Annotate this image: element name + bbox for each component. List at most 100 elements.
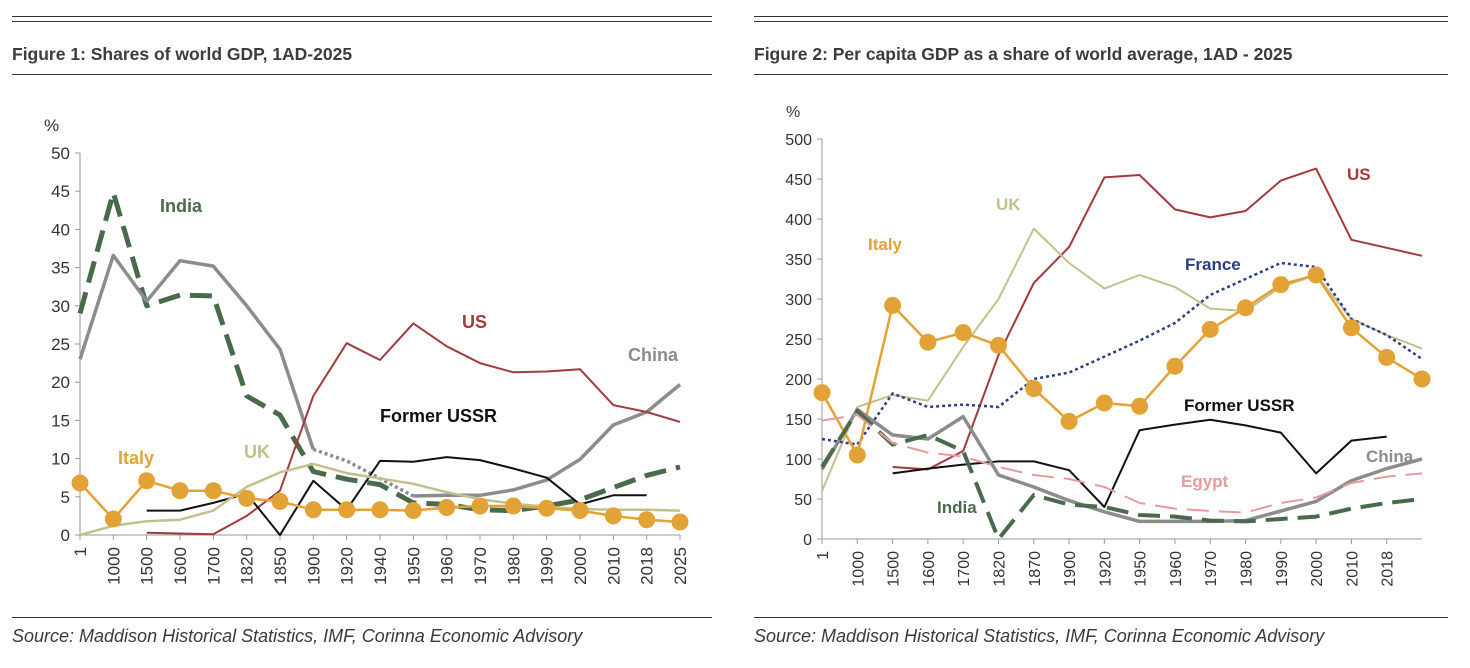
- data-point-italy: [304, 501, 322, 519]
- y-tick-label: 500: [785, 132, 812, 149]
- x-tick-label: 2018: [638, 547, 657, 585]
- y-tick-label: 15: [51, 411, 70, 430]
- y-tick-label: 300: [785, 292, 812, 309]
- data-point-italy: [813, 384, 831, 402]
- x-tick-label: 2010: [604, 547, 623, 585]
- data-point-italy: [571, 502, 589, 520]
- data-point-italy: [1166, 357, 1184, 375]
- y-tick-label: 400: [785, 212, 812, 229]
- data-point-italy: [1095, 394, 1113, 412]
- x-tick-label: 1: [71, 547, 90, 556]
- data-point-italy: [338, 501, 356, 519]
- figure-2-panel: Figure 2: Per capita GDP as a share of w…: [754, 0, 1448, 668]
- x-tick-label: 2010: [1344, 551, 1361, 587]
- data-point-italy: [438, 498, 456, 516]
- series-line-india: [820, 409, 1423, 541]
- series-line-uk: [79, 462, 681, 537]
- series-label-china: China: [628, 345, 679, 365]
- figure-2-chart: 0 50 100 150 200 250 300 350 400 450 500% 1 1000 1500…: [785, 104, 1431, 587]
- y-tick-label: 50: [794, 492, 812, 509]
- data-point-italy: [138, 472, 156, 490]
- series-line-france: [821, 261, 1423, 446]
- data-point-italy: [104, 510, 122, 528]
- series-line-china-interpolated-: [312, 447, 415, 498]
- data-point-italy: [171, 482, 189, 500]
- x-tick-label: 1500: [138, 547, 157, 585]
- data-point-italy: [71, 474, 89, 492]
- y-tick-label: 100: [785, 452, 812, 469]
- series-line-egypt: [821, 414, 1423, 514]
- title-rule: [754, 74, 1448, 75]
- data-point-italy: [271, 492, 289, 510]
- series-line-former-ussr: [892, 418, 1387, 508]
- y-tick-label: 200: [785, 372, 812, 389]
- series-line-india: [77, 190, 681, 514]
- data-point-italy: [471, 497, 489, 515]
- top-rule: [12, 21, 712, 22]
- top-rule: [12, 16, 712, 17]
- y-tick-label: 10: [51, 450, 70, 469]
- series-label-italy: Italy: [868, 235, 903, 254]
- series-label-former-ussr: Former USSR: [380, 406, 497, 426]
- data-point-italy: [954, 324, 972, 342]
- figure-2-source: Source: Maddison Historical Statistics, …: [754, 626, 1325, 646]
- x-tick-label: 1820: [238, 547, 257, 585]
- x-tick-label: 1960: [1168, 551, 1185, 587]
- series-label-italy: Italy: [118, 448, 154, 468]
- x-tick-label: 2018: [1380, 551, 1397, 587]
- x-tick-label: 1850: [271, 547, 290, 585]
- series-label-uk: UK: [996, 195, 1021, 214]
- x-tick-label: 1600: [171, 547, 190, 585]
- y-tick-label: 45: [51, 182, 70, 201]
- data-point-italy: [1025, 380, 1043, 398]
- x-tick-label: 1870: [1027, 551, 1044, 587]
- x-tick-label: 1940: [371, 547, 390, 585]
- series-label-uk: UK: [244, 442, 270, 462]
- y-tick-label: 25: [51, 335, 70, 354]
- y-tick-label: 250: [785, 332, 812, 349]
- x-tick-label: 1990: [1274, 551, 1291, 587]
- series-label-india: India: [937, 498, 977, 517]
- data-point-italy: [919, 333, 937, 351]
- x-tick-label: 1960: [438, 547, 457, 585]
- bottom-rule: [754, 617, 1448, 618]
- x-tick-label: 1820: [991, 551, 1008, 587]
- series-line-china: [413, 383, 682, 498]
- x-tick-label: 1920: [1097, 551, 1114, 587]
- data-point-italy: [989, 336, 1007, 354]
- title-rule: [12, 74, 712, 75]
- y-tick-label: 0: [803, 532, 812, 549]
- figure-1-source: Source: Maddison Historical Statistics, …: [12, 626, 583, 646]
- x-tick-label: 1000: [850, 551, 867, 587]
- data-point-italy: [1307, 266, 1325, 284]
- figure-2-title: Figure 2: Per capita GDP as a share of w…: [754, 44, 1293, 64]
- figure-1-panel: Figure 1: Shares of world GDP, 1AD-2025 …: [12, 0, 712, 668]
- y-tick-label: 35: [51, 259, 70, 278]
- data-point-italy: [1413, 370, 1431, 388]
- x-tick-label: 1990: [538, 547, 557, 585]
- x-tick-label: 1970: [1203, 551, 1220, 587]
- data-point-italy: [1237, 299, 1255, 317]
- data-point-italy: [1378, 348, 1396, 366]
- y-tick-label: 5: [61, 488, 70, 507]
- y-tick-label: 20: [51, 373, 70, 392]
- y-tick-label: 30: [51, 297, 70, 316]
- data-point-italy: [848, 446, 866, 464]
- y-axis-unit-label: %: [786, 104, 800, 121]
- x-tick-label: 1900: [304, 547, 323, 585]
- x-tick-label: 1900: [1062, 551, 1079, 587]
- data-point-italy: [638, 511, 656, 529]
- series-label-france: France: [1185, 255, 1241, 274]
- data-point-italy: [504, 497, 522, 515]
- bottom-rule: [12, 617, 712, 618]
- x-tick-label: 1700: [956, 551, 973, 587]
- x-tick-label: 1500: [886, 551, 903, 587]
- y-tick-label: 150: [785, 412, 812, 429]
- series-line-italy: [820, 273, 1423, 457]
- figure-1-title: Figure 1: Shares of world GDP, 1AD-2025: [12, 44, 353, 64]
- y-tick-label: 0: [61, 526, 70, 545]
- top-rule: [754, 21, 1448, 22]
- y-tick-label: 350: [785, 252, 812, 269]
- x-tick-label: 1950: [1133, 551, 1150, 587]
- y-tick-label: 450: [785, 172, 812, 189]
